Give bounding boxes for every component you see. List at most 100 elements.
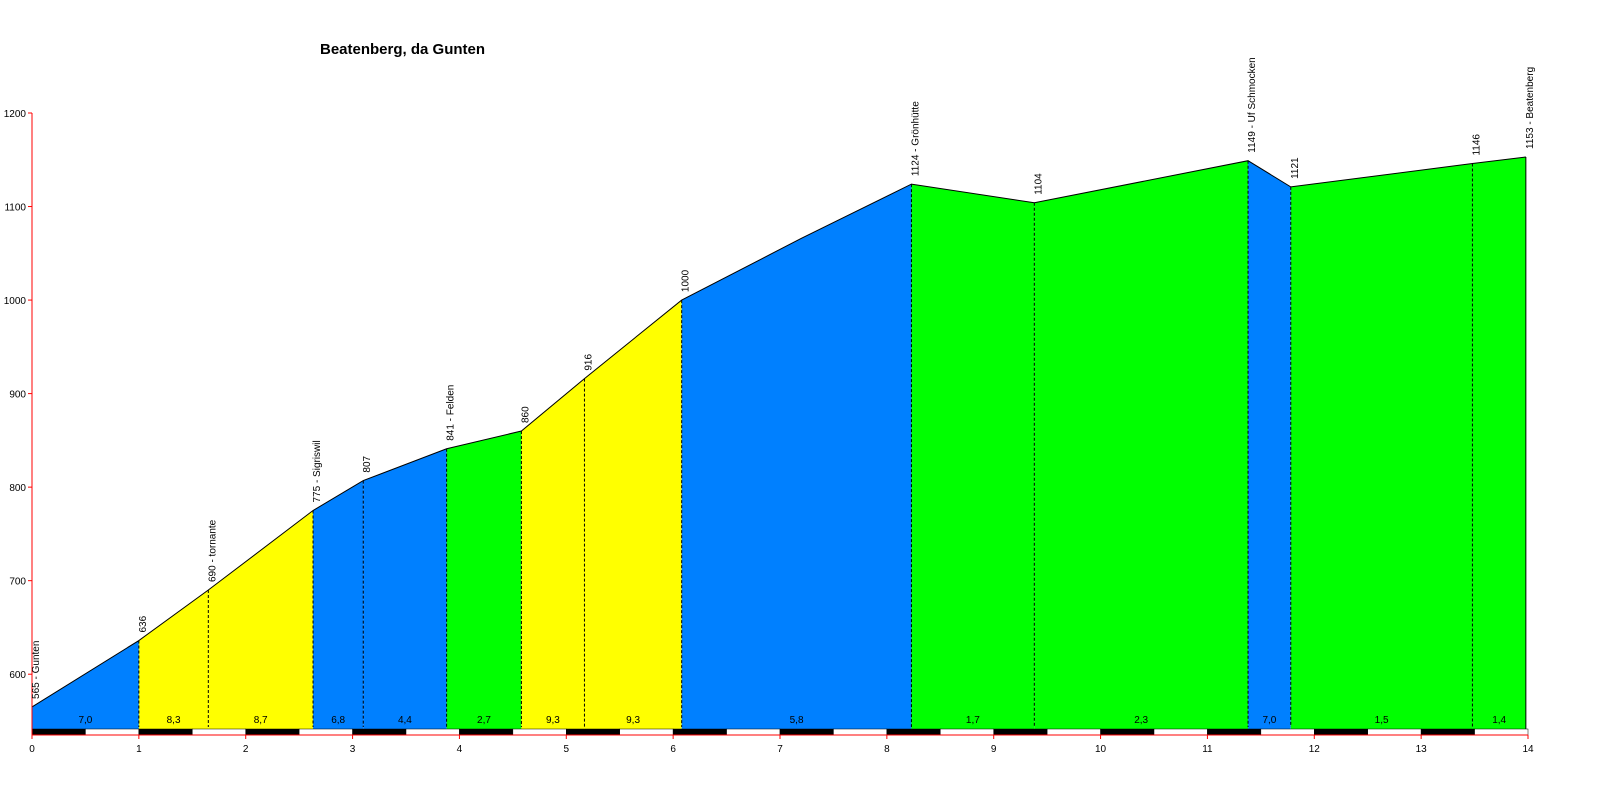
x-tick-label-9: 9	[991, 744, 997, 755]
point-label-9: 1124 - Grönhütte	[910, 101, 921, 176]
point-label-13: 1146	[1471, 134, 1482, 156]
scale-band-12	[672, 728, 727, 736]
x-tick-label-12: 12	[1309, 744, 1321, 755]
gradient-label-5: 2,7	[477, 715, 491, 726]
scale-band-26	[1420, 728, 1475, 736]
y-tick-label-900: 900	[9, 390, 26, 401]
x-tick-label-10: 10	[1095, 744, 1107, 755]
gradient-label-0: 7,0	[78, 715, 92, 726]
x-tick-label-1: 1	[136, 744, 142, 755]
scale-band-4	[245, 728, 300, 736]
point-label-5: 841 - Felden	[446, 385, 457, 441]
y-tick-label-1000: 1000	[4, 296, 27, 307]
point-label-11: 1149 - Uf Schmocken	[1247, 57, 1258, 152]
gradient-label-13: 1,4	[1492, 715, 1506, 726]
y-tick-label-800: 800	[9, 483, 26, 494]
point-labels: 565 - Gunten 636 690 - tornante 775 - Sigri…	[31, 57, 1536, 699]
scale-band-0	[31, 728, 86, 736]
scale-band-21	[1153, 728, 1208, 736]
gradient-label-3: 6,8	[331, 715, 345, 726]
point-label-1: 636	[138, 615, 149, 632]
gradient-label-10: 2,3	[1134, 715, 1148, 726]
y-tick-label-1200: 1200	[4, 109, 27, 120]
gradient-label-4: 4,4	[398, 715, 412, 726]
segment-fill-12	[1290, 163, 1473, 735]
point-label-7: 916	[583, 354, 594, 371]
gradient-label-8: 5,8	[790, 715, 804, 726]
x-tick-label-11: 11	[1202, 744, 1213, 755]
gradient-label-1: 8,3	[167, 715, 181, 726]
segment-fill-8	[681, 184, 912, 736]
segment-fill-10	[1034, 160, 1249, 735]
segment-fill-9	[911, 184, 1035, 736]
scale-band-8	[459, 728, 514, 736]
scale-band-10	[566, 728, 620, 736]
scale-band-20	[1100, 728, 1155, 736]
km-scale-bar	[31, 728, 1529, 736]
scale-band-24	[1314, 728, 1368, 736]
scale-band-3	[192, 728, 246, 736]
scale-band-17	[940, 728, 994, 736]
segment-fill-4	[363, 448, 447, 735]
scale-band-9	[512, 728, 567, 736]
x-tick-label-8: 8	[884, 744, 890, 755]
profile-line	[31, 156, 1526, 708]
gradient-label-12: 1,5	[1375, 715, 1389, 726]
x-tick-label-14: 14	[1522, 744, 1534, 755]
x-tick-label-3: 3	[350, 744, 356, 755]
segment-fill-11	[1248, 160, 1291, 735]
point-label-3: 775 - Sigriswil	[312, 440, 323, 502]
segment-fill-7	[584, 300, 682, 735]
segment-fill-13	[1472, 156, 1526, 735]
point-label-4: 807	[362, 455, 373, 472]
gradient-label-2: 8,7	[254, 715, 268, 726]
segment-fills	[32, 156, 1526, 736]
point-label-12: 1121	[1290, 157, 1301, 179]
scale-band-27	[1474, 728, 1529, 736]
segment-dividers	[138, 160, 1473, 727]
point-label-14: 1153 - Beatenberg	[1525, 67, 1536, 149]
x-tick-label-0: 0	[29, 744, 35, 755]
scale-band-1	[85, 728, 140, 736]
segment-fill-3	[313, 480, 364, 735]
gradient-label-11: 7,0	[1262, 715, 1276, 726]
scale-band-7	[405, 728, 460, 736]
scale-band-5	[298, 728, 353, 736]
x-tick-label-6: 6	[670, 744, 676, 755]
scale-band-11	[619, 728, 674, 736]
scale-band-18	[993, 728, 1048, 736]
scale-band-2	[138, 728, 193, 736]
profile-outline	[31, 156, 1527, 735]
gradient-label-9: 1,7	[966, 715, 980, 726]
point-label-10: 1104	[1033, 173, 1044, 195]
gradient-label-7: 9,3	[626, 715, 640, 726]
point-label-0: 565 - Gunten	[31, 641, 42, 699]
scale-band-13	[726, 728, 781, 736]
segment-fill-6	[521, 378, 585, 735]
scale-band-14	[779, 728, 834, 736]
scale-band-6	[352, 728, 407, 736]
gradient-labels: 7,0 8,3 8,7 6,8 4,4 2,7 9,3 9,3 5,8 1,7 2,3 7,0 1,5 1…	[78, 715, 1506, 726]
x-tick-label-7: 7	[777, 744, 783, 755]
chart-title: Beatenberg, da Gunten	[320, 41, 485, 58]
x-tick-label-2: 2	[243, 744, 249, 755]
segment-fill-5	[446, 431, 522, 735]
scale-band-22	[1207, 728, 1262, 736]
segment-fill-2	[208, 510, 314, 735]
scale-band-19	[1046, 728, 1101, 736]
y-tick-label-600: 600	[9, 670, 26, 681]
y-tick-label-1100: 1100	[4, 203, 26, 214]
point-label-8: 1000	[681, 269, 692, 292]
scale-band-15	[833, 728, 888, 736]
x-tick-label-4: 4	[457, 744, 463, 755]
segment-fill-1	[138, 590, 209, 735]
y-tick-label-700: 700	[9, 577, 26, 588]
gradient-label-6: 9,3	[546, 715, 560, 726]
scale-band-25	[1367, 728, 1422, 736]
segment-fill-0	[32, 640, 139, 735]
x-tick-label-13: 13	[1416, 744, 1428, 755]
point-label-2: 690 - tornante	[207, 519, 218, 582]
scale-band-23	[1260, 728, 1315, 736]
